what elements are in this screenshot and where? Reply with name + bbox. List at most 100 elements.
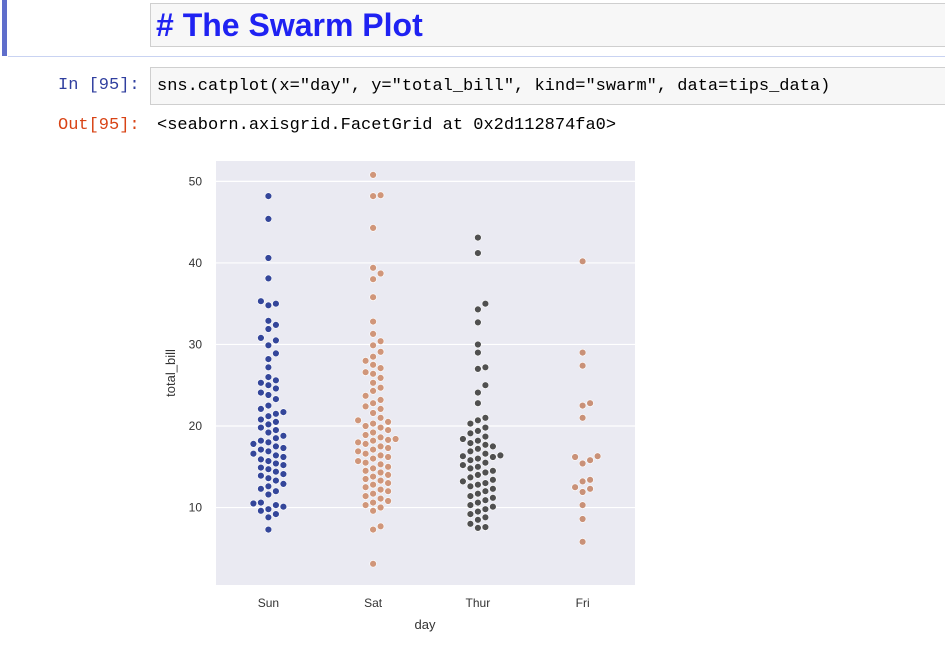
data-point-sun (264, 474, 273, 482)
data-point-sun (257, 297, 265, 305)
data-point-fri (571, 453, 579, 461)
data-point-sat (384, 471, 392, 479)
data-point-thur (466, 520, 475, 528)
grid-lines (216, 180, 635, 509)
data-point-sun (264, 428, 273, 437)
data-point-thur (474, 463, 482, 471)
code-text[interactable]: sns.catplot(x="day", y="total_bill", kin… (157, 77, 831, 96)
data-point-sat (369, 409, 377, 417)
data-point-sun (272, 321, 280, 329)
data-point-thur (481, 414, 490, 422)
data-point-thur (474, 233, 482, 242)
data-point-sat (376, 269, 385, 278)
markdown-cell[interactable]: # The Swarm Plot (0, 0, 945, 58)
data-point-sun (264, 490, 273, 499)
data-point-sat (369, 330, 377, 338)
data-point-sun (249, 499, 258, 508)
data-point-sun (279, 503, 288, 511)
data-point-sat (376, 374, 385, 382)
data-point-sun (279, 453, 288, 461)
data-point-sat (376, 396, 385, 404)
data-point-sun (257, 485, 265, 493)
data-point-sat (369, 171, 377, 179)
data-point-sat (376, 423, 385, 432)
data-point-sat (369, 481, 377, 489)
data-point-thur (474, 340, 482, 349)
data-point-sun (264, 355, 273, 363)
data-point-sun (264, 447, 273, 455)
data-point-thur (459, 435, 467, 443)
data-point-sun (257, 334, 265, 342)
data-point-thur (474, 490, 482, 498)
x-tick-label: Fri (576, 596, 590, 610)
data-point-fri (578, 348, 587, 357)
data-point-sat (384, 436, 392, 444)
data-point-sun (272, 510, 280, 518)
data-point-sat (376, 485, 385, 494)
markdown-editor[interactable]: # The Swarm Plot (150, 3, 945, 47)
data-point-thur (474, 416, 482, 424)
data-point-thur (466, 492, 475, 500)
data-point-sat (354, 438, 362, 446)
data-point-sat (376, 405, 385, 413)
data-point-thur (466, 447, 475, 455)
data-point-sat (376, 503, 385, 512)
data-point-sat (361, 483, 370, 491)
y-tick-label: 50 (189, 174, 203, 188)
data-point-sat (369, 264, 377, 272)
data-point-thur (481, 423, 490, 432)
data-point-fri (586, 485, 594, 493)
data-point-thur (466, 456, 475, 464)
data-point-sun (257, 379, 265, 387)
data-point-thur (459, 461, 467, 469)
data-point-sun (264, 391, 273, 399)
data-point-sun (257, 415, 265, 424)
data-point-sun (272, 442, 280, 451)
data-point-fri (571, 483, 579, 491)
data-point-thur (474, 498, 482, 507)
y-tick-labels: 10 20 30 40 50 (189, 174, 203, 514)
data-point-sun (272, 434, 280, 442)
data-point-sat (361, 492, 370, 500)
data-point-fri (578, 477, 587, 486)
data-point-sat (369, 361, 377, 369)
data-point-fri (578, 501, 587, 509)
data-point-sat (361, 459, 370, 467)
x-tick-label: Sat (364, 596, 383, 610)
data-points (249, 171, 602, 568)
data-point-sat (376, 522, 385, 530)
data-point-thur (481, 450, 490, 458)
data-point-sun (264, 215, 273, 223)
data-point-sat (369, 464, 377, 473)
data-point-sat (376, 451, 385, 460)
data-point-thur (466, 464, 475, 473)
data-point-thur (474, 524, 482, 532)
data-point-thur (481, 496, 490, 504)
data-point-thur (474, 388, 482, 397)
data-point-sat (369, 525, 377, 534)
data-point-sun (264, 341, 273, 350)
data-point-thur (489, 467, 497, 475)
data-point-sun (257, 463, 265, 472)
data-point-fri (578, 362, 587, 370)
data-point-sun (257, 423, 265, 432)
data-point-sun (264, 381, 273, 389)
data-point-sun (279, 470, 288, 478)
data-point-sun (272, 300, 280, 308)
data-point-thur (481, 505, 490, 513)
data-point-sat (361, 475, 370, 483)
plot-background (216, 161, 635, 585)
code-input-area[interactable]: sns.catplot(x="day", y="total_bill", kin… (150, 67, 945, 105)
data-point-thur (481, 300, 490, 308)
markdown-heading-text[interactable]: # The Swarm Plot (156, 7, 423, 43)
data-point-fri (578, 515, 587, 523)
data-point-sat (369, 317, 377, 326)
data-point-thur (481, 459, 490, 467)
data-point-sat (376, 476, 385, 485)
data-point-thur (489, 453, 497, 461)
data-point-sun (264, 438, 273, 446)
data-point-thur (466, 510, 475, 518)
data-point-sun (257, 388, 265, 397)
data-point-thur (481, 363, 490, 372)
data-point-sat (369, 353, 377, 361)
